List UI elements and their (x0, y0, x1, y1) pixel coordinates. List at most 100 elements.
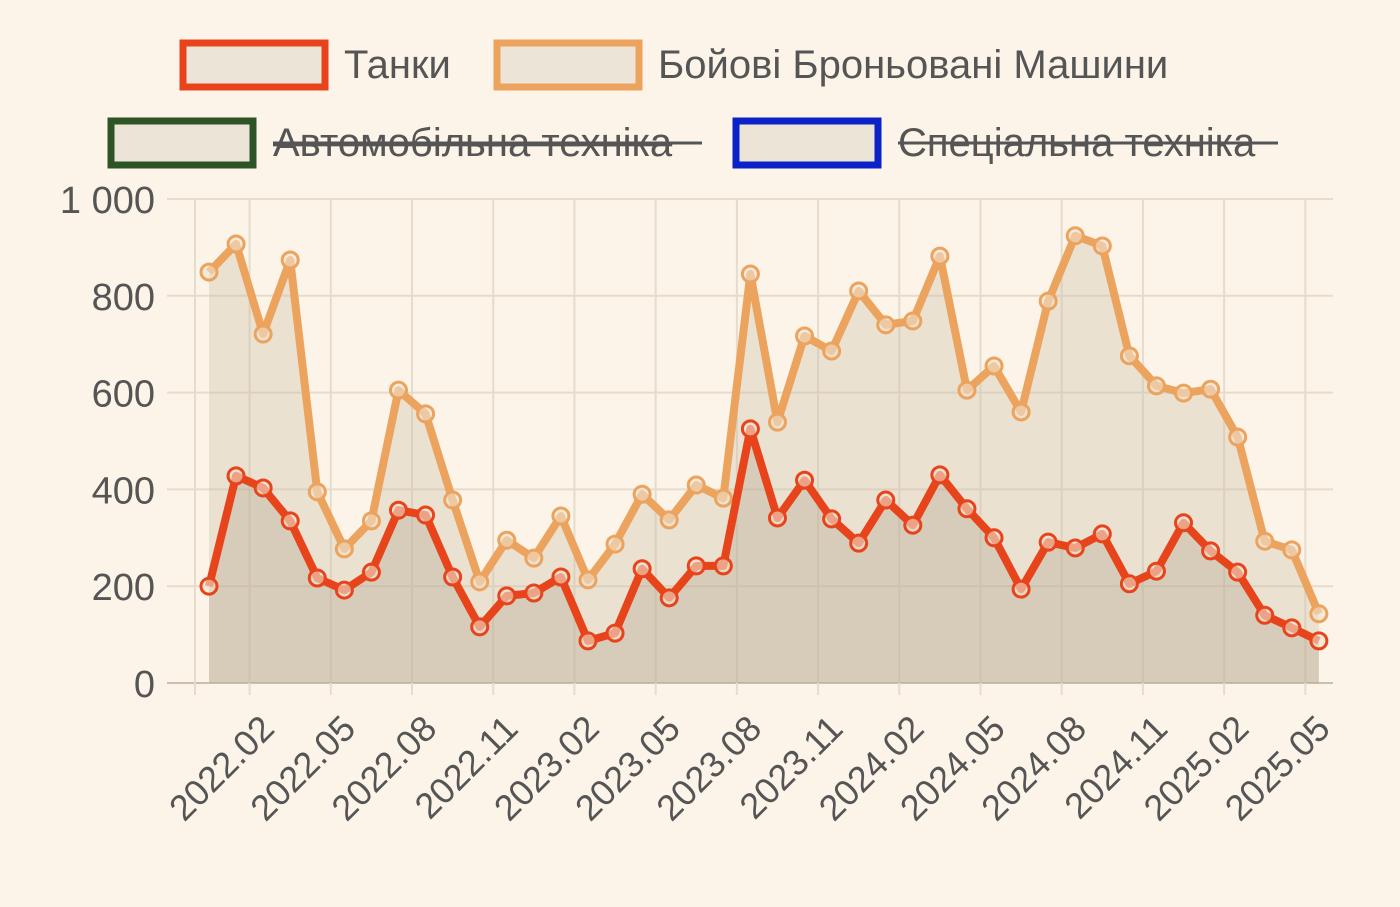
data-point (930, 465, 950, 485)
data-point (1038, 532, 1058, 552)
data-point (957, 499, 977, 519)
data-point (388, 380, 408, 400)
y-tick-label: 1 000 (60, 180, 155, 222)
y-tick-label: 600 (92, 374, 155, 416)
data-point (253, 324, 273, 344)
data-point (1309, 604, 1329, 624)
data-point (470, 572, 490, 592)
data-point (1092, 524, 1112, 544)
legend-swatch (179, 39, 329, 91)
data-point (361, 511, 381, 531)
data-point (686, 475, 706, 495)
data-point (1011, 402, 1031, 422)
data-point (984, 528, 1004, 548)
data-point (334, 580, 354, 600)
data-point (1174, 383, 1194, 403)
y-tick-label: 0 (134, 664, 155, 706)
data-point (686, 556, 706, 576)
legend-swatch (107, 117, 257, 169)
data-point (713, 556, 733, 576)
legend-swatch (493, 39, 643, 91)
data-point (226, 466, 246, 486)
data-point (280, 250, 300, 270)
data-point (551, 506, 571, 526)
data-point (795, 470, 815, 490)
data-point (1228, 427, 1248, 447)
data-point (199, 262, 219, 282)
data-point (767, 508, 787, 528)
data-point (1146, 561, 1166, 581)
series-area (209, 235, 1319, 684)
data-point (416, 404, 436, 424)
data-point (1065, 538, 1085, 558)
data-point (334, 539, 354, 559)
data-point (849, 281, 869, 301)
data-point (876, 315, 896, 335)
data-point (605, 534, 625, 554)
data-point (199, 576, 219, 596)
data-point (1309, 631, 1329, 651)
data-point (659, 588, 679, 608)
data-point (822, 341, 842, 361)
data-point (1174, 513, 1194, 533)
data-point (361, 562, 381, 582)
legend-item-special[interactable]: Спеціальна техніка (732, 117, 1278, 169)
data-point (740, 264, 760, 284)
data-point (876, 490, 896, 510)
data-point (713, 488, 733, 508)
data-point (388, 500, 408, 520)
legend-item-tanks[interactable]: Танки (179, 39, 451, 91)
data-point (226, 234, 246, 254)
data-point (307, 568, 327, 588)
data-point (1119, 346, 1139, 366)
data-point (551, 567, 571, 587)
legend-swatch (732, 117, 882, 169)
data-point (632, 484, 652, 504)
data-point (497, 586, 517, 606)
data-point (1146, 376, 1166, 396)
data-point (903, 311, 923, 331)
legend-item-bbm[interactable]: Бойові Броньовані Машини (493, 39, 1168, 91)
data-point (1255, 531, 1275, 551)
data-point (578, 631, 598, 651)
data-point (253, 478, 273, 498)
data-point (307, 482, 327, 502)
y-axis: 0 200 400 600 800 1 000 (60, 180, 155, 706)
data-point (1038, 291, 1058, 311)
legend-label: Бойові Броньовані Машини (658, 43, 1168, 87)
data-point (1011, 579, 1031, 599)
data-point (497, 530, 517, 550)
data-point (849, 533, 869, 553)
data-point (443, 567, 463, 587)
data-point (984, 356, 1004, 376)
legend-item-vehicles[interactable]: Автомобільна техніка (107, 117, 702, 169)
data-point (795, 326, 815, 346)
data-point (280, 511, 300, 531)
data-point (822, 509, 842, 529)
data-point (767, 412, 787, 432)
legend-label: Танки (344, 43, 451, 87)
data-point (1282, 618, 1302, 638)
data-point (1201, 379, 1221, 399)
y-tick-label: 800 (92, 277, 155, 319)
data-point (930, 246, 950, 266)
data-point (524, 583, 544, 603)
data-point (1255, 605, 1275, 625)
data-point (1228, 562, 1248, 582)
legend: Танки Бойові Броньовані Машини Автомобіл… (107, 39, 1278, 169)
data-point (903, 515, 923, 535)
data-point (443, 490, 463, 510)
data-point (1092, 236, 1112, 256)
x-axis: 2022.022022.052022.082022.112023.022023.… (161, 707, 1338, 828)
y-tick-label: 400 (92, 470, 155, 512)
data-point (416, 505, 436, 525)
data-point (1201, 541, 1221, 561)
data-point (659, 510, 679, 530)
data-point (1065, 226, 1085, 246)
data-point (1119, 574, 1139, 594)
y-tick-label: 200 (92, 567, 155, 609)
data-point (578, 570, 598, 590)
data-point (470, 617, 490, 637)
data-point (740, 419, 760, 439)
